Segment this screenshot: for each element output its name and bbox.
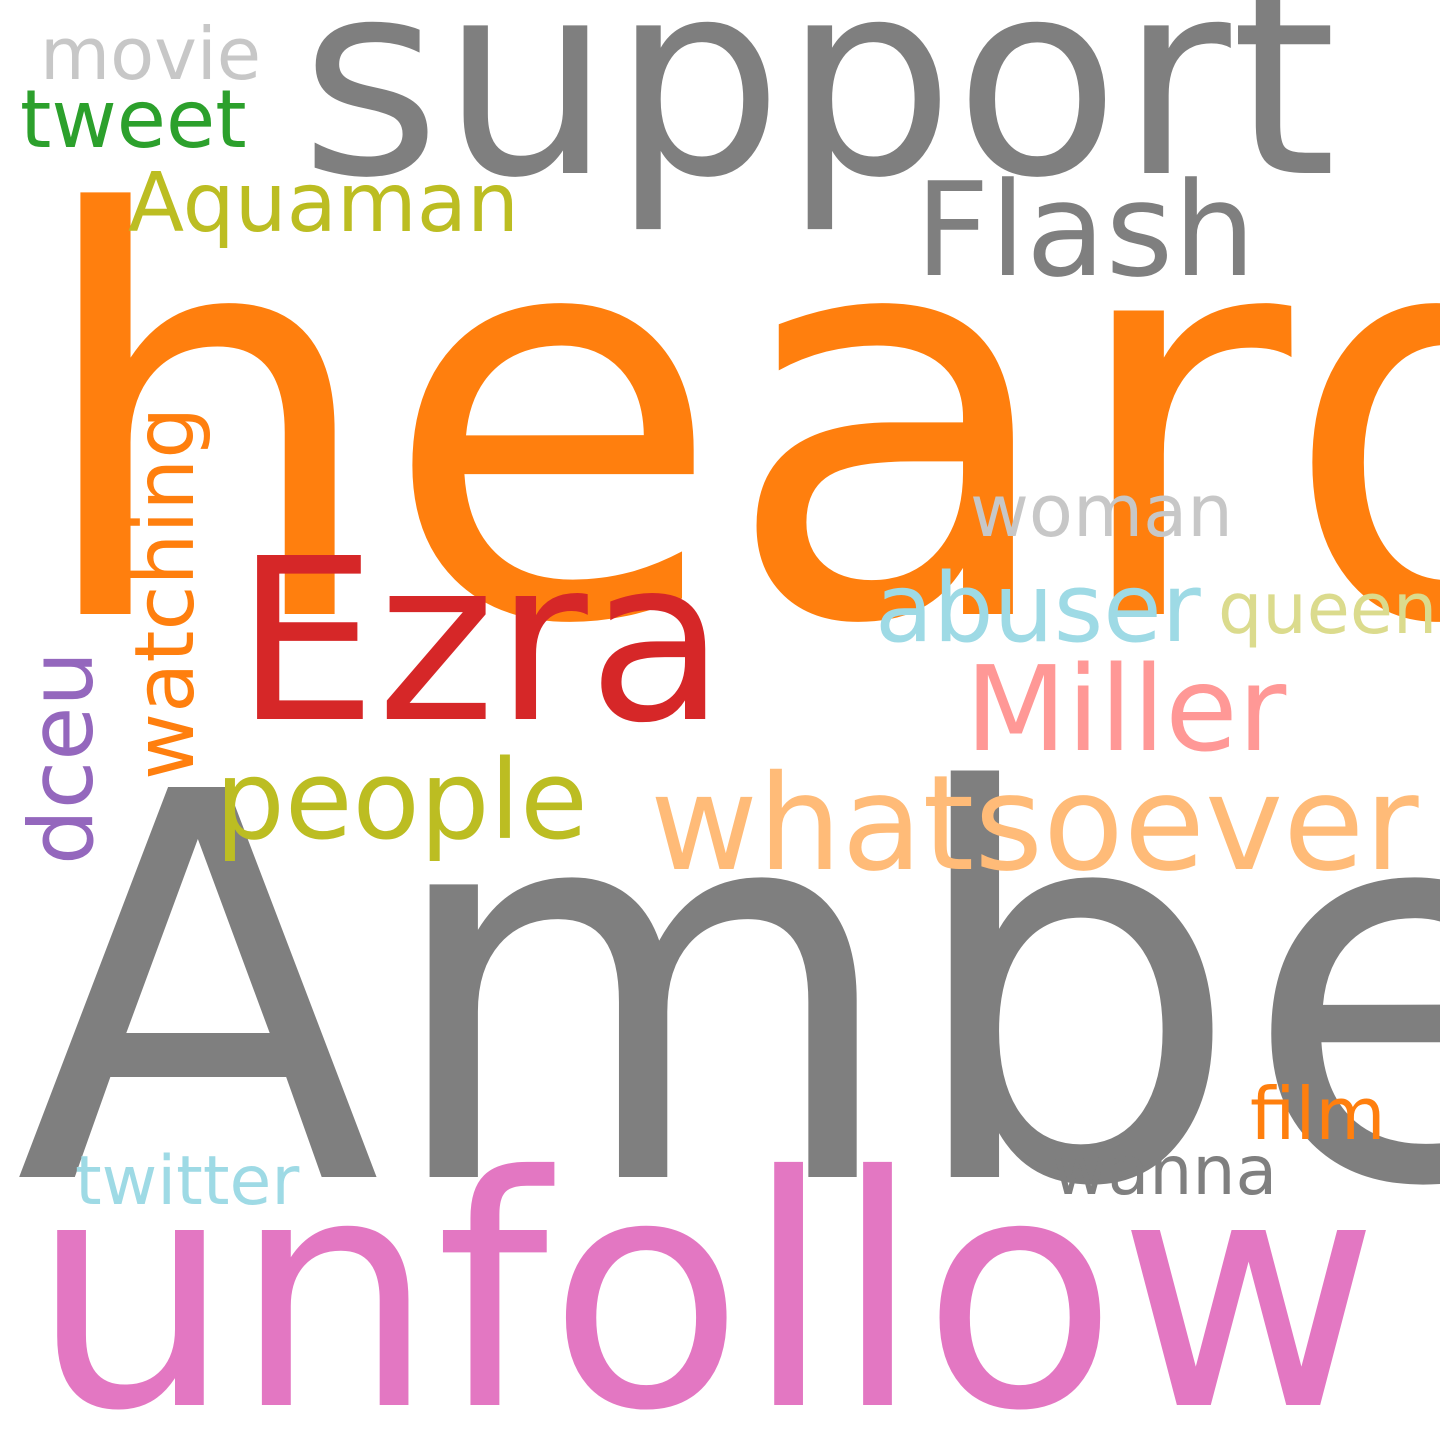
- word-dceu: dceu: [10, 650, 113, 865]
- word-amber: Amber: [15, 681, 1440, 1304]
- word-whatsoever: whatsoever: [650, 747, 1419, 901]
- word-people: people: [215, 736, 588, 864]
- word-heard: heard: [30, 99, 1440, 745]
- word-miller: Miller: [965, 640, 1287, 778]
- word-movie: movie: [40, 12, 262, 96]
- word-queen: queen: [1218, 568, 1438, 650]
- word-support: support: [300, 0, 1337, 237]
- word-flash: Flash: [915, 154, 1256, 306]
- word-ezra: Ezra: [235, 511, 726, 773]
- word-abuser: abuser: [875, 554, 1201, 664]
- word-tweet: tweet: [20, 73, 247, 166]
- word-wanna: wanna: [1052, 1132, 1278, 1211]
- word-twitter: twitter: [75, 1142, 300, 1221]
- word-watching: watching: [118, 406, 213, 780]
- word-film: film: [1250, 1072, 1386, 1156]
- word-woman: woman: [970, 469, 1233, 553]
- word-unfollow: unfollow: [30, 1109, 1380, 1440]
- word-aquaman: Aquaman: [128, 156, 520, 251]
